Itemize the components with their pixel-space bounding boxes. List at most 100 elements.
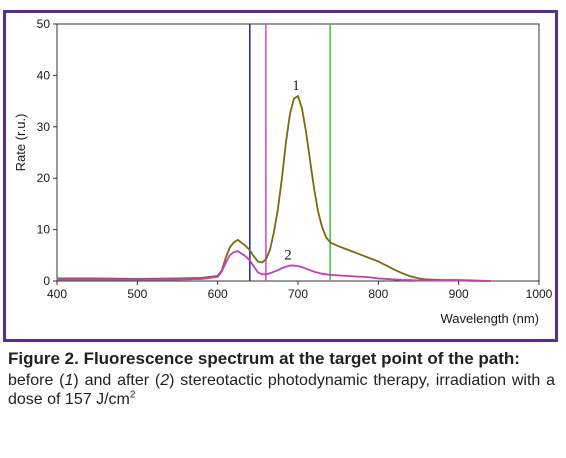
- series-2-point: [301, 266, 303, 268]
- curve-label-2: 2: [284, 248, 292, 264]
- series-2-point: [233, 251, 235, 253]
- series-1-point: [241, 242, 243, 244]
- series-2-point: [325, 273, 327, 275]
- series-1-point: [237, 239, 239, 241]
- series-2-point: [201, 278, 203, 280]
- series-2-point: [442, 279, 444, 282]
- series-1-point: [377, 260, 379, 263]
- series-1-point: [293, 97, 295, 100]
- series-1-point: [369, 257, 371, 259]
- caption-title: Figure 2. Fluorescence spectrum at the t…: [8, 349, 520, 368]
- series-2-point: [361, 276, 363, 278]
- y-tick-label-20: 20: [37, 171, 51, 185]
- plot-box: [56, 23, 540, 282]
- figure-frame: 400 500 600 700 800 900 1000 0 10 20 30 40 50 Wavele…: [3, 10, 558, 342]
- series-1-point: [257, 260, 259, 263]
- series-1-point: [417, 277, 420, 280]
- series-1-point: [313, 187, 315, 190]
- caption-text-1: before (: [8, 372, 65, 389]
- curve-label-1: 1: [292, 78, 300, 94]
- series-1-point: [301, 108, 303, 110]
- series-2-point: [409, 279, 412, 281]
- series-1-point: [229, 246, 231, 249]
- series-layer: [56, 95, 492, 282]
- caption-curve-2-ref: 2: [160, 372, 170, 389]
- caption-superscript: 2: [129, 389, 136, 401]
- x-axis-title: Wavelength (nm): [441, 311, 540, 326]
- series-2-point: [265, 273, 267, 275]
- series-1-point: [345, 248, 347, 250]
- chart: 400 500 600 700 800 900 1000 0 10 20 30 40 50 Wavele…: [13, 17, 553, 326]
- series-1-point: [245, 245, 247, 247]
- caption-curve-1-ref: 1: [64, 372, 74, 389]
- caption-body: before (1) and after (2) stereotactic ph…: [8, 371, 555, 409]
- series-line-1: [57, 95, 491, 282]
- y-tick-label-30: 30: [37, 120, 51, 134]
- series-1-point: [225, 257, 227, 259]
- series-1-point: [321, 226, 323, 228]
- axes: 400 500 600 700 800 900 1000 0 10 20 30 40 50: [37, 17, 553, 301]
- series-2-point: [377, 277, 379, 280]
- series-2-point: [313, 271, 315, 273]
- series-2-point: [281, 267, 283, 269]
- series-2-point: [401, 279, 404, 281]
- series-1-point: [265, 258, 267, 261]
- series-2-point: [490, 280, 492, 282]
- series-2-point: [337, 274, 339, 276]
- series-2-point: [385, 278, 387, 280]
- series-2-point: [269, 272, 271, 274]
- series-2-point: [393, 278, 395, 281]
- x-tick-label-500: 500: [127, 287, 147, 301]
- y-tick-label-10: 10: [37, 223, 51, 237]
- series-1-point: [277, 208, 279, 210]
- series-2-point: [321, 273, 323, 275]
- x-tick-label-700: 700: [288, 287, 308, 301]
- series-1-point: [269, 249, 271, 251]
- series-1-point: [273, 231, 275, 233]
- series-1-point: [329, 241, 331, 244]
- y-tick-label-40: 40: [37, 68, 51, 82]
- x-tick-label-600: 600: [208, 287, 228, 301]
- series-2-point: [297, 265, 299, 267]
- series-1-point: [305, 131, 307, 133]
- caption-text-3: ) stereotactic photodynamic therapy, irr…: [8, 372, 556, 408]
- series-2-point: [345, 275, 347, 277]
- series-1-point: [385, 264, 387, 267]
- series-2-point: [309, 269, 311, 271]
- series-2-point: [329, 274, 331, 276]
- series-2-point: [317, 272, 319, 274]
- series-1-point: [309, 159, 311, 161]
- series-2-point: [305, 268, 307, 270]
- series-2-point: [56, 278, 58, 281]
- series-1-point: [317, 211, 319, 213]
- series-1-point: [233, 241, 235, 244]
- series-1-point: [361, 254, 363, 256]
- series-2-point: [253, 266, 255, 268]
- figure-caption: Figure 2. Fluorescence spectrum at the t…: [8, 349, 555, 409]
- series-2-point: [353, 275, 355, 277]
- series-2-point: [245, 255, 247, 257]
- vertical-markers: [249, 24, 331, 281]
- y-tick-label-0: 0: [43, 274, 50, 288]
- labels: Wavelength (nm) Rate (r.u.) 1 2: [13, 78, 539, 326]
- series-2-point: [474, 280, 476, 282]
- x-tick-label-400: 400: [47, 287, 67, 301]
- series-2-point: [176, 278, 179, 281]
- series-1-point: [401, 272, 404, 274]
- series-2-point: [289, 264, 291, 267]
- series-2-point: [229, 254, 231, 256]
- series-1-point: [393, 269, 395, 271]
- series-2-point: [221, 271, 223, 273]
- y-tick-label-50: 50: [37, 17, 51, 31]
- series-1-point: [409, 275, 412, 277]
- series-line-2: [57, 250, 491, 282]
- series-2-point: [96, 278, 98, 281]
- series-2-point: [225, 262, 227, 264]
- series-2-point: [417, 279, 420, 282]
- series-1-point: [253, 255, 255, 257]
- series-1-point: [285, 141, 287, 143]
- series-2-point: [217, 276, 219, 278]
- series-2-point: [285, 266, 287, 268]
- series-2-point: [425, 279, 428, 282]
- series-2-point: [369, 276, 371, 278]
